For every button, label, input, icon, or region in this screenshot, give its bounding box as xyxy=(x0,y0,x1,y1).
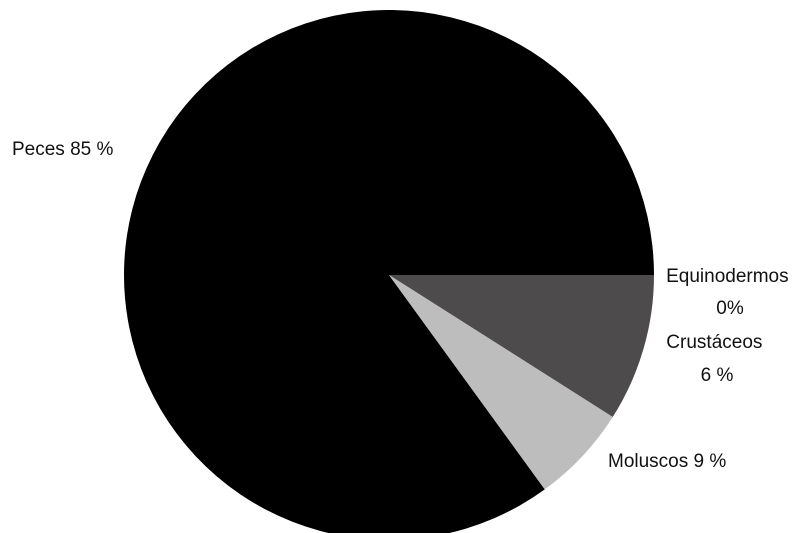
label-crustaceos-name: Crustáceos xyxy=(666,332,762,353)
pie-slice-moluscos xyxy=(389,275,655,417)
label-crustaceos: Crustáceos 6 % xyxy=(666,332,767,386)
label-peces: Peces 85 % xyxy=(12,139,114,160)
pie-slice-crustaceos xyxy=(389,275,613,490)
pie-slices xyxy=(124,10,655,533)
label-crustaceos-value: 6 % xyxy=(701,365,734,386)
label-moluscos: Moluscos 9 % xyxy=(608,451,726,472)
label-equinodermos-name: Equinodermos xyxy=(666,266,789,287)
label-equinodermos-value: 0% xyxy=(716,298,744,319)
pie-slice-peces xyxy=(124,10,654,533)
label-equinodermos: Equinodermos 0% xyxy=(666,266,794,319)
